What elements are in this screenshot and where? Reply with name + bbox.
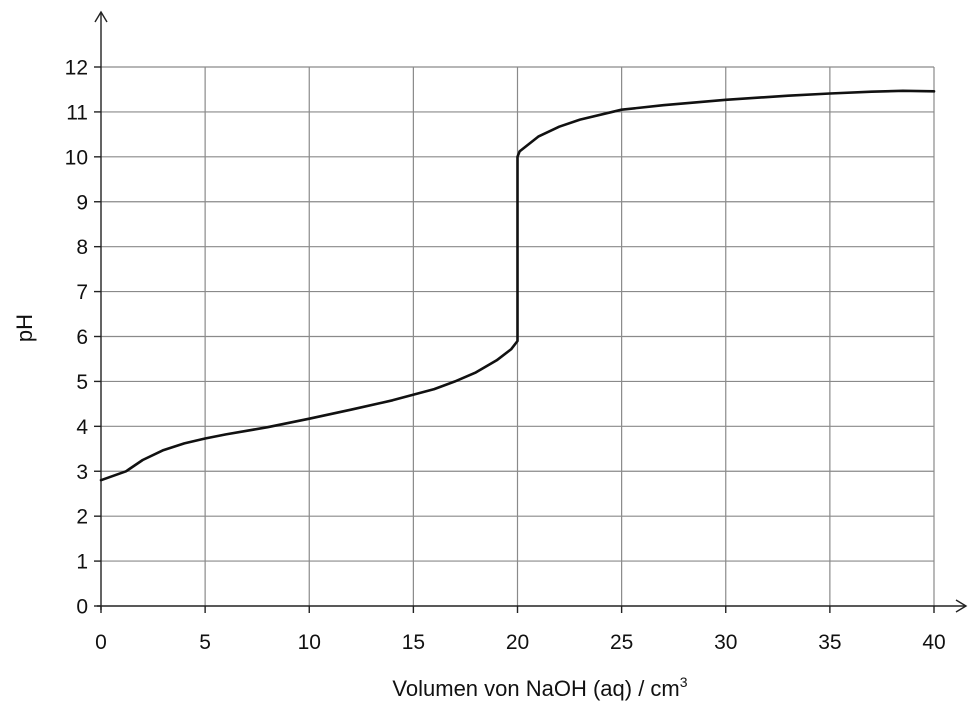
series bbox=[99, 89, 936, 482]
x-tick-labels: 0 5 10 15 20 25 30 35 40 bbox=[95, 631, 946, 654]
y-tick-label: 4 bbox=[76, 416, 88, 439]
y-tick-label: 9 bbox=[76, 191, 88, 214]
y-axis-arrow bbox=[94, 10, 108, 23]
x-axis-label: Volumen von NaOH (aq) / cm3 bbox=[392, 674, 687, 701]
x-tick-label: 30 bbox=[714, 631, 737, 654]
x-tick-label: 5 bbox=[199, 631, 211, 654]
y-tick-label: 5 bbox=[76, 371, 88, 394]
axes bbox=[94, 10, 968, 613]
titration-curve-line bbox=[99, 89, 936, 482]
x-tick-label: 0 bbox=[95, 631, 107, 654]
y-tick-label: 8 bbox=[76, 236, 88, 259]
y-tick-label: 12 bbox=[65, 57, 88, 80]
y-tick-label: 10 bbox=[65, 146, 88, 169]
x-tick-label: 15 bbox=[402, 631, 425, 654]
y-tick-label: 0 bbox=[76, 596, 88, 619]
x-axis-label-text: Volumen von NaOH (aq) / cm bbox=[392, 676, 679, 701]
y-axis-label: pH bbox=[12, 314, 37, 342]
x-tick-label: 25 bbox=[610, 631, 633, 654]
y-tick-label: 2 bbox=[76, 506, 88, 529]
y-tick-label: 3 bbox=[76, 461, 88, 484]
x-axis-label-superscript: 3 bbox=[680, 674, 688, 690]
x-tick-label: 35 bbox=[818, 631, 841, 654]
y-tick-label: 6 bbox=[76, 326, 88, 349]
y-tick-label: 1 bbox=[76, 551, 88, 574]
x-tick-label: 20 bbox=[506, 631, 529, 654]
x-tick-label: 40 bbox=[922, 631, 945, 654]
y-tick-label: 11 bbox=[66, 101, 88, 124]
x-axis-arrow bbox=[955, 599, 968, 613]
x-tick-label: 10 bbox=[298, 631, 321, 654]
y-tick-label: 7 bbox=[76, 281, 88, 304]
